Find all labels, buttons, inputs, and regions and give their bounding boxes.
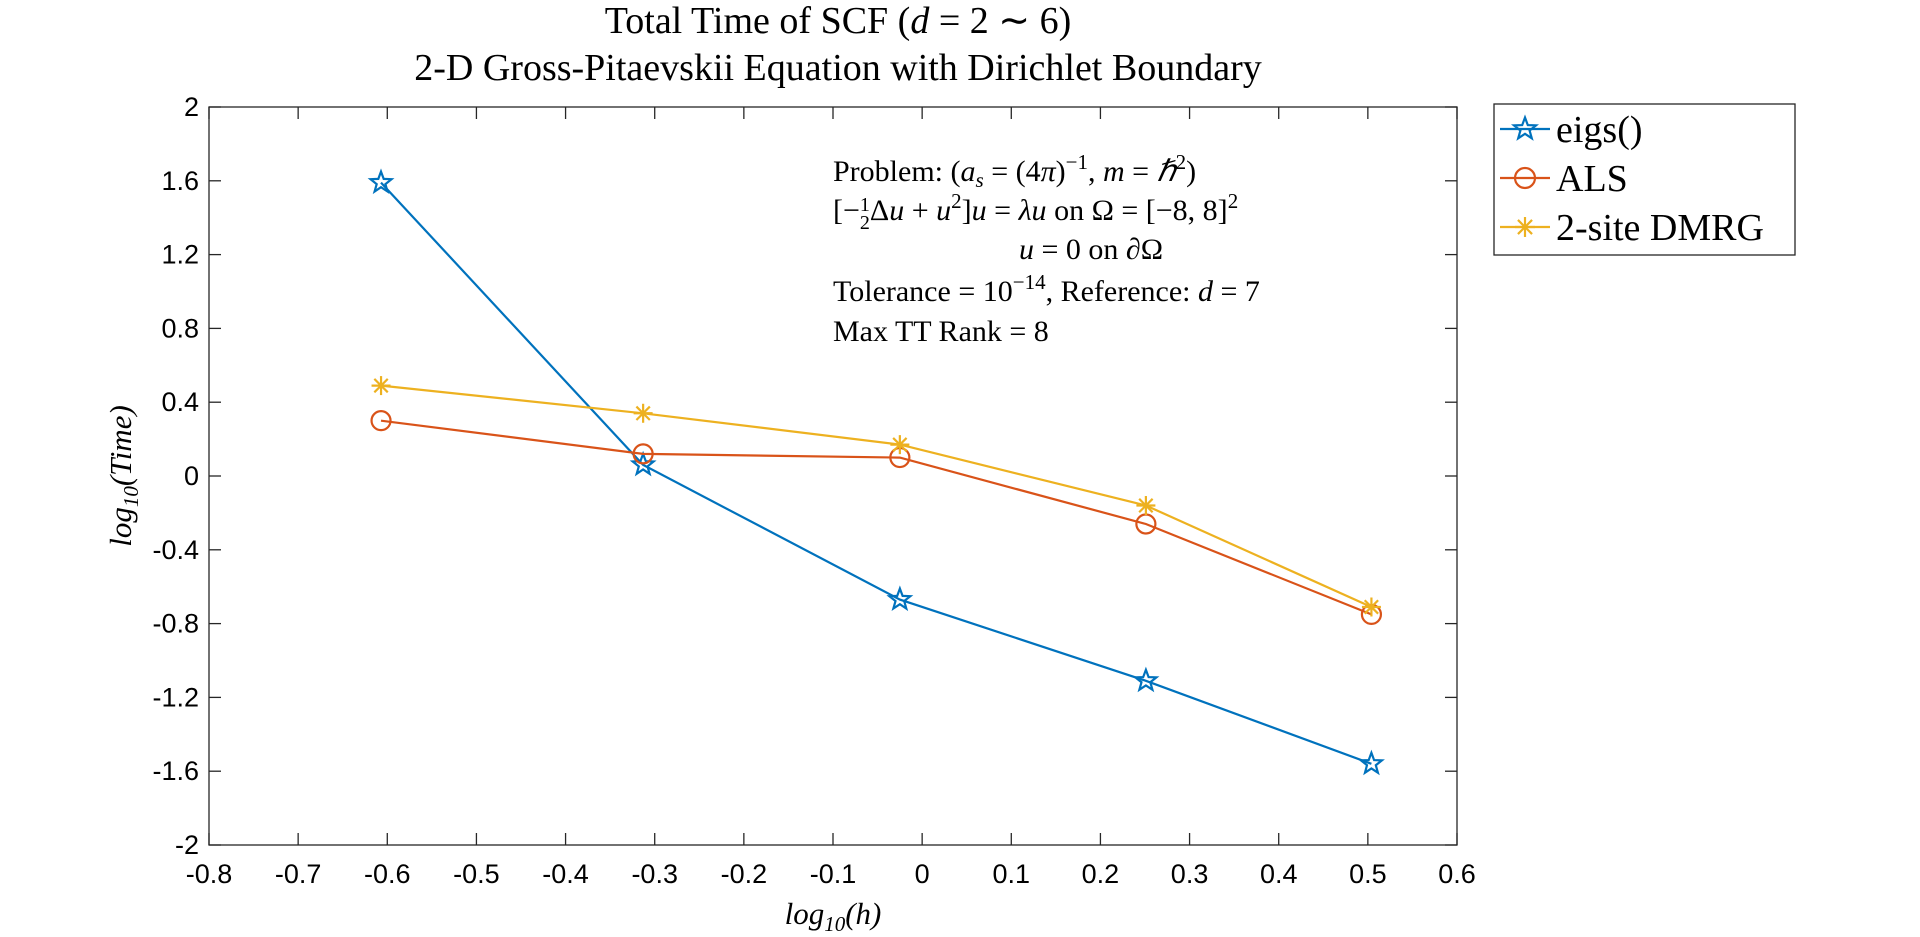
- y-tick-label: -2: [175, 830, 199, 860]
- data-point-2-2: [890, 435, 910, 455]
- plot-area: [208, 106, 1458, 846]
- data-point-0-0: [367, 168, 395, 195]
- x-tick-label: -0.3: [631, 859, 678, 889]
- x-tick-label: -0.1: [810, 859, 857, 889]
- x-tick-label: 0.2: [1082, 859, 1120, 889]
- legend-entries: eigs() ALS 2-site DMRG: [1500, 109, 1764, 249]
- y-tick-label: -0.4: [152, 535, 199, 565]
- y-tick-label: 1.2: [161, 240, 199, 270]
- annotation-boundary: u = 0 on ∂Ω: [1019, 233, 1163, 266]
- x-tick-label: 0: [915, 859, 930, 889]
- annotation-equation: [−1 2Δu + u2]u = λu on Ω = [−8, 8]2: [833, 189, 1238, 234]
- data-point-2-4: [1361, 597, 1381, 617]
- legend-marker-1: [1513, 166, 1537, 190]
- marker-stroke: [1517, 219, 1533, 235]
- annotation-max-rank: Max TT Rank = 8: [833, 315, 1049, 348]
- data-point-2-3: [1136, 496, 1156, 516]
- chart-title: Total Time of SCF (d = 2 ∼ 6): [605, 0, 1072, 42]
- data-point-2-0: [371, 376, 391, 396]
- marker-stroke: [635, 405, 651, 421]
- data-point-1-0: [370, 410, 392, 432]
- ticks-layer: -0.8 -0.7 -0.6 -0.5 -0.4 -0.3 -0.2 -0.1 0 0.1 0.2 0…: [152, 92, 1475, 889]
- data-point-0-3: [1132, 666, 1160, 693]
- legend-label-0: eigs(): [1556, 109, 1643, 151]
- y-tick-label: 0: [184, 461, 199, 491]
- x-tick-label: -0.8: [186, 859, 233, 889]
- series-layer: [367, 168, 1385, 776]
- legend: eigs() ALS 2-site DMRG: [1493, 103, 1796, 256]
- y-tick-label: -1.2: [152, 682, 199, 712]
- x-tick-label: -0.4: [542, 859, 589, 889]
- x-tick-label: -0.2: [721, 859, 768, 889]
- y-tick-label: 1.6: [161, 166, 199, 196]
- x-tick-label: 0.6: [1438, 859, 1476, 889]
- x-tick-label: 0.1: [993, 859, 1031, 889]
- y-tick-label: 0.4: [161, 387, 199, 417]
- chart-subtitle: 2-D Gross-Pitaevskii Equation with Diric…: [414, 47, 1262, 89]
- data-point-0-1: [629, 450, 657, 477]
- y-tick-label: -1.6: [152, 756, 199, 786]
- y-tick-label: 2: [184, 92, 199, 122]
- x-axis-label: log10(h): [785, 896, 882, 936]
- x-tick-label: 0.5: [1349, 859, 1387, 889]
- x-tick-label: 0.4: [1260, 859, 1298, 889]
- series-line-0: [380, 181, 1372, 765]
- marker-stroke: [1363, 599, 1379, 615]
- problem-annotation: Problem: (as = (4π)−1, m = ℏ2) [−1 2Δu + …: [833, 150, 1260, 348]
- legend-marker-2: [1515, 217, 1535, 237]
- y-axis-label: log10(Time): [103, 405, 143, 547]
- legend-marker-0: [1510, 114, 1540, 141]
- y-tick-label: -0.8: [152, 609, 199, 639]
- x-tick-label: -0.7: [275, 859, 322, 889]
- annotation-problem: Problem: (as = (4π)−1, m = ℏ2): [833, 150, 1196, 192]
- legend-label-1: ALS: [1556, 158, 1628, 200]
- x-tick-label: 0.3: [1171, 859, 1209, 889]
- marker-stroke: [373, 378, 389, 394]
- marker-stroke: [1138, 498, 1154, 514]
- x-tick-label: -0.6: [364, 859, 411, 889]
- y-tick-label: 0.8: [161, 313, 199, 343]
- legend-label-2: 2-site DMRG: [1556, 207, 1764, 249]
- annotation-tolerance: Tolerance = 10−14, Reference: d = 7: [833, 270, 1260, 308]
- data-point-0-4: [1358, 749, 1385, 776]
- marker-stroke: [892, 437, 908, 453]
- data-point-2-1: [633, 403, 653, 423]
- data-point-1-1: [632, 443, 654, 465]
- x-tick-label: -0.5: [453, 859, 500, 889]
- series-line-1: [380, 419, 1372, 616]
- data-point-0-2: [886, 585, 914, 612]
